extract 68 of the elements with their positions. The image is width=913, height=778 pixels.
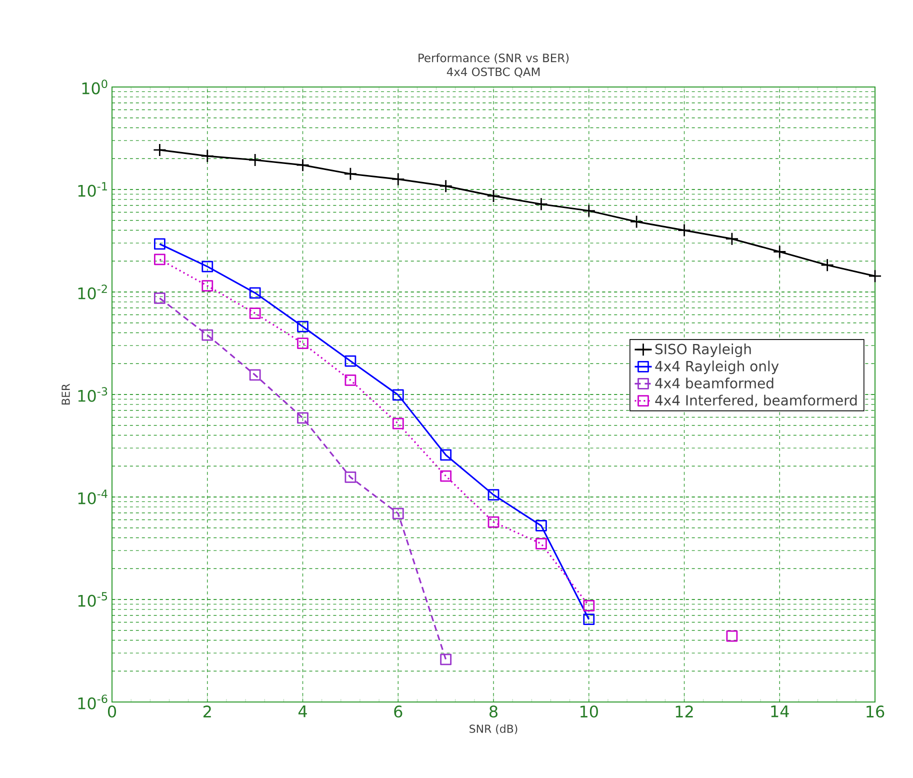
point [344, 471, 356, 483]
point [391, 172, 405, 186]
point [486, 189, 500, 203]
point [630, 215, 644, 228]
legend-label: 4x4 Interfered, beamformerd [655, 394, 857, 407]
point [249, 369, 261, 381]
point [440, 449, 452, 461]
x-tick-label: 2 [203, 706, 211, 718]
x-tick-label: 14 [771, 706, 789, 718]
chart-title: Performance (SNR vs BER) [418, 53, 569, 64]
point [200, 149, 214, 163]
legend-label: SISO Rayleigh [655, 344, 751, 358]
point [440, 654, 452, 666]
y-tick-label: 10$^{-1}$ [78, 182, 107, 197]
point [202, 329, 214, 341]
y-tick-label: 10$^{-6}$ [78, 694, 108, 710]
legend-label: 4x4 Rayleigh only [655, 360, 779, 374]
x-axis-title: SNR (dB) [470, 724, 518, 734]
point [440, 470, 452, 482]
legend-label: 4x4 beamformed [655, 378, 774, 388]
x-tick-label: 16 [866, 706, 884, 718]
point [152, 143, 166, 157]
y-axis-title: BER [62, 384, 70, 404]
x-tick-label: 4 [298, 706, 307, 718]
point [344, 355, 356, 367]
point [344, 374, 356, 386]
x-tick-label: 0 [108, 706, 116, 718]
point [202, 260, 214, 272]
x-tick-label: 6 [394, 706, 402, 718]
x-tick-label: 12 [676, 706, 693, 718]
y-tick-label: 10$^{-3}$ [78, 387, 108, 402]
point [297, 320, 308, 332]
x-tick-label: 8 [490, 706, 498, 718]
point [154, 238, 166, 250]
point [154, 254, 166, 266]
point [772, 245, 786, 258]
point [248, 153, 262, 167]
point [297, 338, 308, 349]
point [154, 292, 166, 304]
point [488, 516, 500, 528]
point [868, 269, 882, 283]
y-tick-label: 10$^{-4}$ [78, 490, 108, 504]
point [535, 538, 547, 550]
point [583, 600, 595, 612]
y-tick-label: 10$^{-2}$ [78, 284, 107, 300]
point [820, 258, 834, 272]
point [678, 224, 691, 237]
chart-subtitle: 4x4 OSTBC QAM [446, 68, 540, 78]
point [535, 520, 547, 532]
point [534, 197, 548, 211]
point [296, 158, 310, 172]
x-tick-label: 10 [580, 706, 598, 718]
point [726, 630, 738, 642]
point [392, 389, 404, 401]
y-tick-label: 10$^{-5}$ [78, 592, 108, 607]
point [249, 287, 261, 299]
point [249, 308, 261, 319]
point [439, 179, 453, 193]
point [344, 167, 358, 181]
point [202, 280, 214, 292]
point [392, 418, 404, 430]
point [583, 614, 595, 626]
point [725, 232, 739, 246]
point [488, 489, 500, 501]
y-tick-label: 10$^{0}$ [82, 80, 108, 94]
point [392, 508, 404, 520]
point [297, 412, 308, 424]
point [582, 204, 596, 218]
